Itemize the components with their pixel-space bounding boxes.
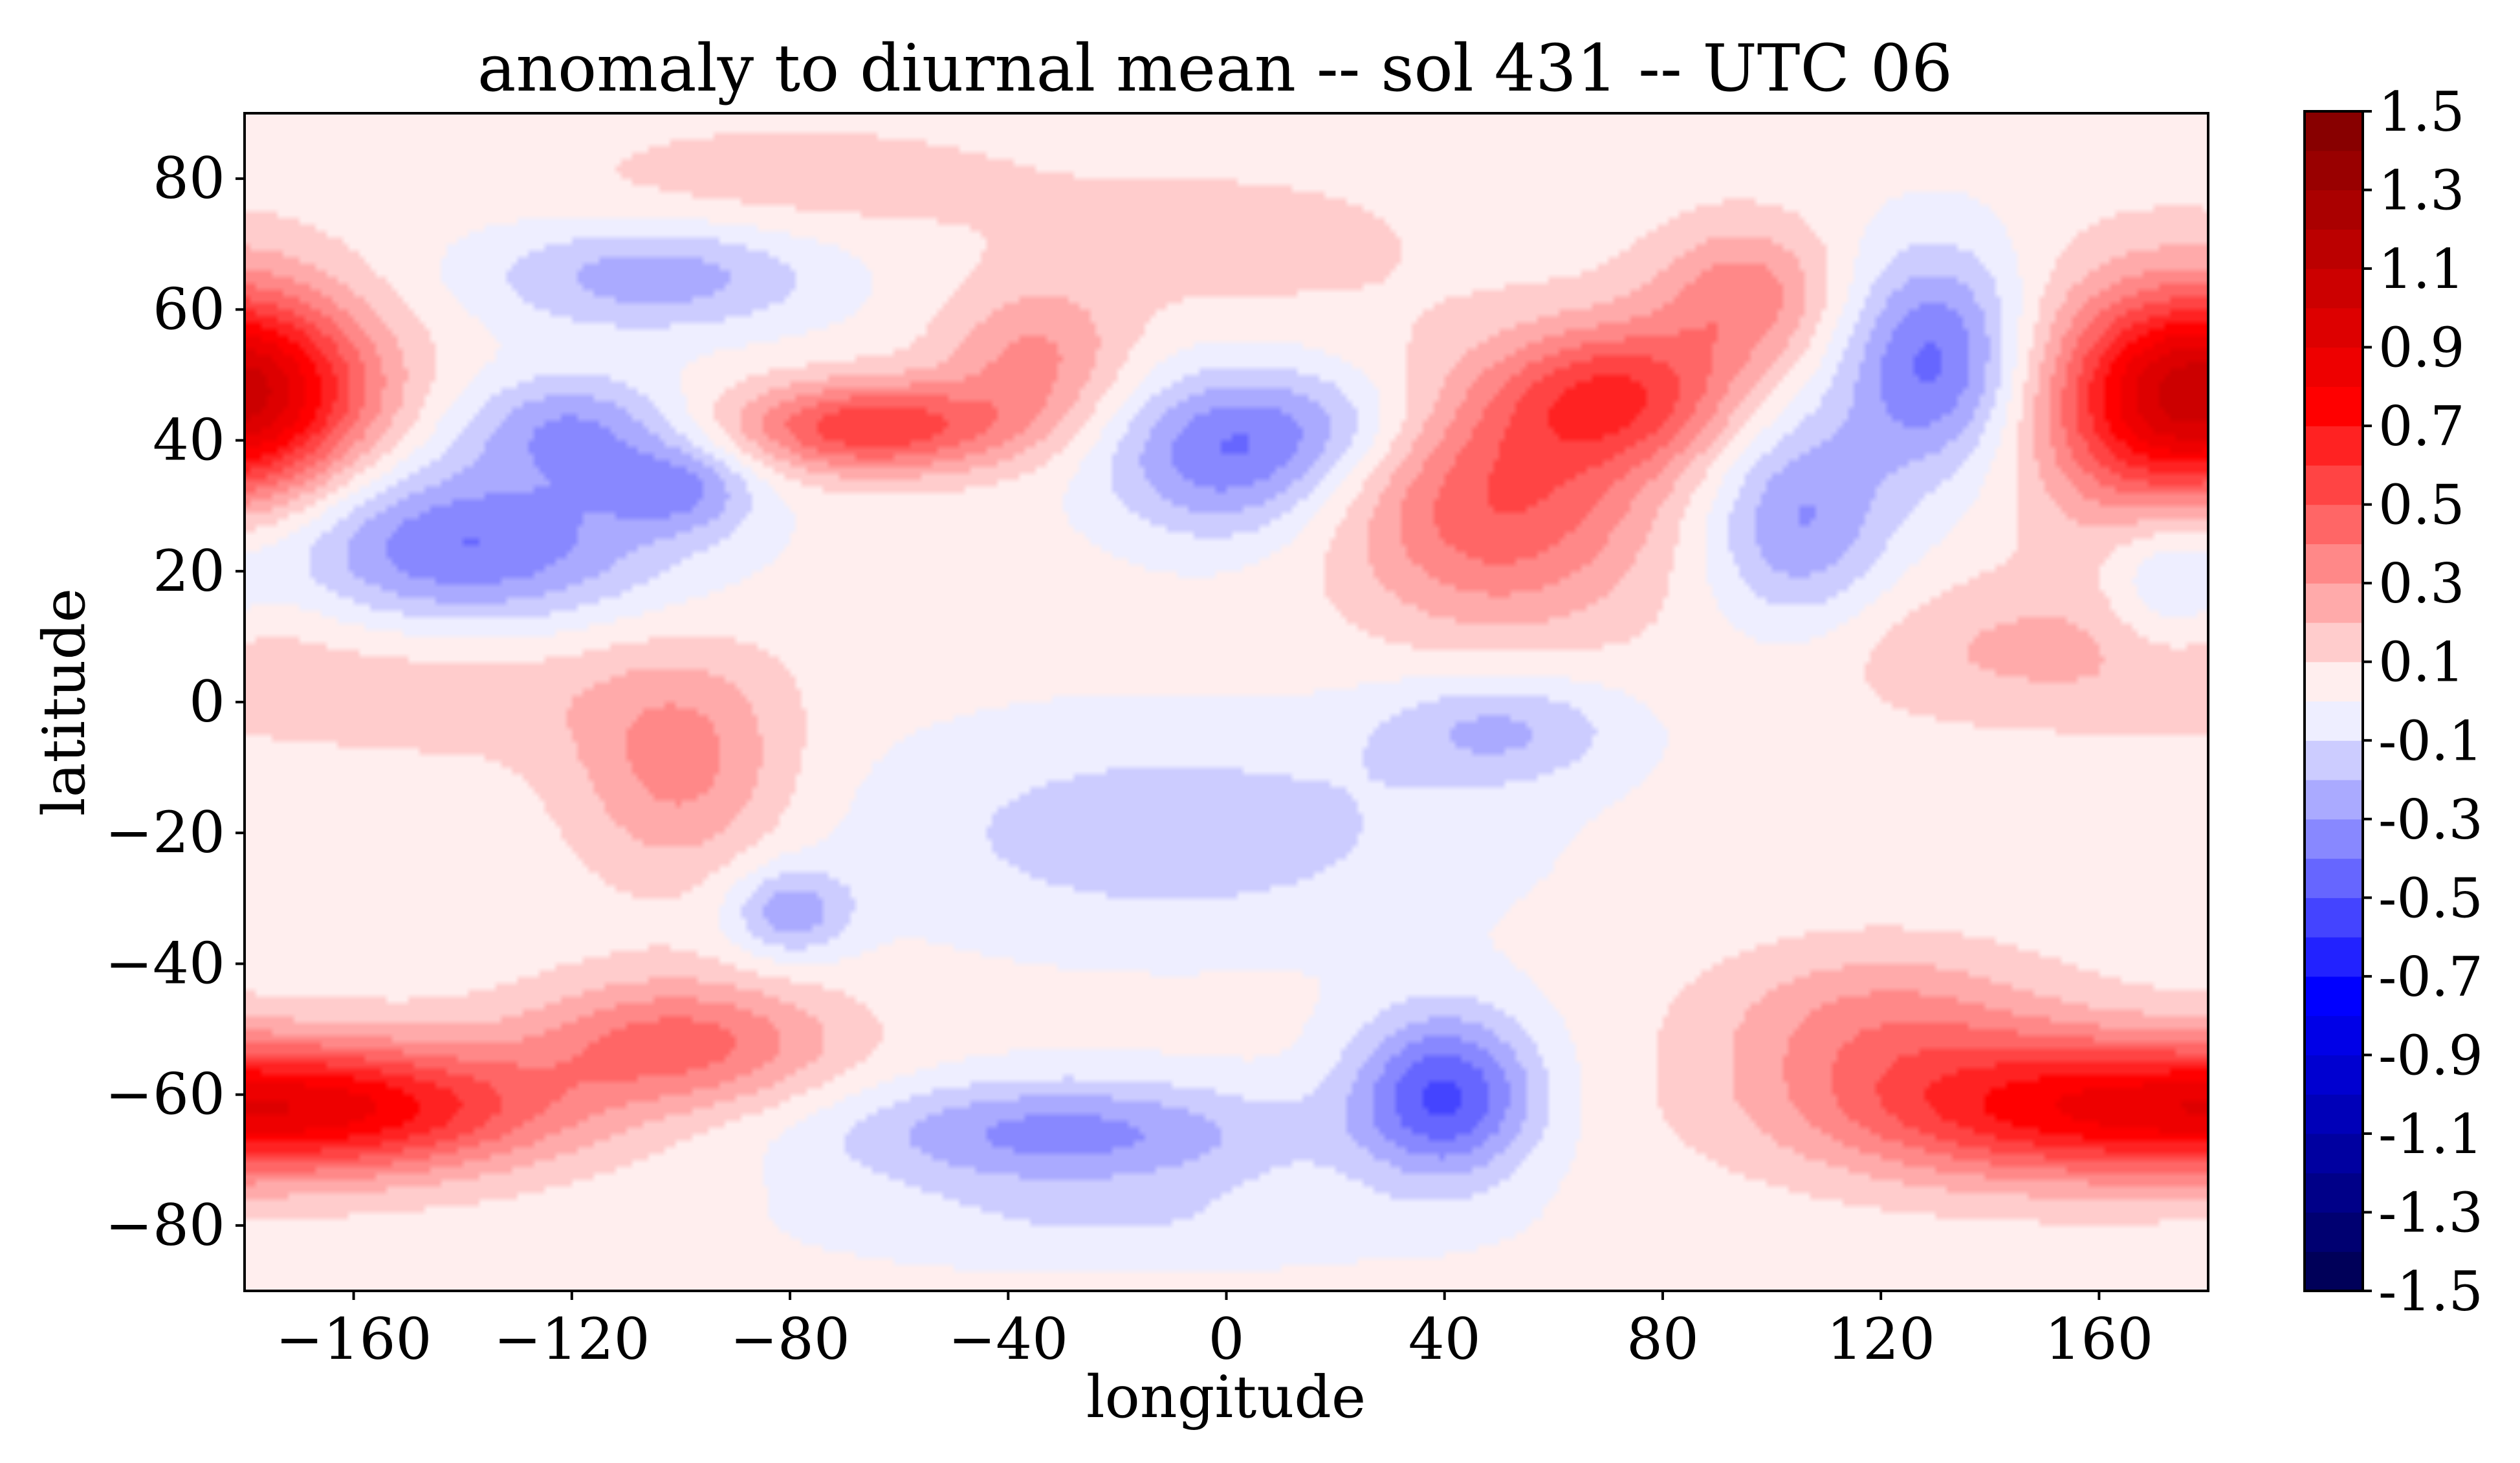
y-tick-label: −60 xyxy=(105,1061,225,1128)
colorbar-segment xyxy=(2305,780,2363,820)
y-tick-label: −20 xyxy=(105,799,225,866)
y-tick-label: 20 xyxy=(153,538,225,604)
y-tick-label: 0 xyxy=(189,668,225,735)
colorbar-tick-label: -0.3 xyxy=(2378,788,2483,852)
colorbar-segment xyxy=(2305,701,2363,741)
colorbar-tick-label: -0.1 xyxy=(2378,709,2483,773)
colorbar-tick-label: -0.9 xyxy=(2378,1024,2483,1087)
chart-title: anomaly to diurnal mean -- sol 431 -- UT… xyxy=(477,30,1953,106)
x-tick-label: 0 xyxy=(1209,1306,1245,1372)
x-tick-label: −40 xyxy=(948,1306,1068,1372)
colorbar-segment xyxy=(2305,426,2363,466)
contour-plot-area xyxy=(243,112,2209,1292)
colorbar-segment xyxy=(2305,1212,2363,1252)
colorbar-tick-label: 1.3 xyxy=(2378,159,2465,223)
colorbar-tick-label: 0.3 xyxy=(2378,552,2465,615)
x-tick-label: −80 xyxy=(730,1306,850,1372)
colorbar-segment xyxy=(2305,740,2363,780)
x-tick-label: −160 xyxy=(276,1306,432,1372)
colorbar-frame xyxy=(2303,110,2364,1292)
colorbar-segment xyxy=(2305,1172,2363,1213)
colorbar-tick-label: -1.5 xyxy=(2378,1260,2483,1323)
colorbar-segment xyxy=(2305,465,2363,505)
colorbar-segment xyxy=(2305,544,2363,584)
x-tick-label: 160 xyxy=(2044,1306,2153,1372)
colorbar-segment xyxy=(2305,150,2363,191)
y-axis-label: latitude xyxy=(30,588,98,816)
colorbar-tick-label: 1.5 xyxy=(2378,80,2465,144)
colorbar-segment xyxy=(2305,1055,2363,1095)
colorbar-segment xyxy=(2305,1133,2363,1174)
y-tick-label: −40 xyxy=(105,930,225,996)
colorbar-tick-label: -1.1 xyxy=(2378,1103,2483,1166)
colorbar-tick-label: 0.7 xyxy=(2378,395,2465,458)
colorbar-segment xyxy=(2305,504,2363,545)
x-tick-label: 120 xyxy=(1826,1306,1935,1372)
y-tick-label: −80 xyxy=(105,1192,225,1259)
x-axis-label: longitude xyxy=(1086,1363,1366,1431)
colorbar-tick-label: -0.7 xyxy=(2378,945,2483,1009)
colorbar-segment xyxy=(2305,229,2363,269)
colorbar-tick-label: 0.5 xyxy=(2378,474,2465,537)
x-tick-label: −120 xyxy=(494,1306,650,1372)
y-axis: 80 60 40 20 0 −20 −40 −60 −80 xyxy=(105,145,245,1259)
colorbar-tick-label: 0.9 xyxy=(2378,316,2465,380)
colorbar-segment xyxy=(2305,976,2363,1017)
x-tick-label: 80 xyxy=(1627,1306,1699,1372)
colorbar-segment xyxy=(2305,111,2363,151)
colorbar-segment xyxy=(2305,269,2363,309)
y-tick-label: 80 xyxy=(153,145,225,212)
colorbar: 1.5 1.3 1.1 0.9 0.7 0.5 0.3 0.1 -0.1 -0.3 -0.5 -0.7… xyxy=(2303,80,2483,1323)
colorbar-segment xyxy=(2305,622,2363,663)
colorbar-segment xyxy=(2305,897,2363,938)
colorbar-segment xyxy=(2305,307,2363,348)
colorbar-segment xyxy=(2305,583,2363,623)
colorbar-segment xyxy=(2305,190,2363,230)
colorbar-segment xyxy=(2305,819,2363,859)
colorbar-segment xyxy=(2305,1094,2363,1134)
colorbar-tick-label: 1.1 xyxy=(2378,237,2465,301)
colorbar-segment xyxy=(2305,858,2363,898)
x-tick-label: 40 xyxy=(1408,1306,1481,1372)
colorbar-segment xyxy=(2305,347,2363,387)
colorbar-segment xyxy=(2305,937,2363,977)
anomaly-field-image xyxy=(245,113,2208,1291)
colorbar-segment xyxy=(2305,1015,2363,1055)
colorbar-segment xyxy=(2305,1251,2363,1292)
x-axis: −160 −120 −80 −40 0 40 80 120 160 xyxy=(276,1291,2153,1372)
colorbar-tick-label: -1.3 xyxy=(2378,1181,2483,1244)
colorbar-segment xyxy=(2305,661,2363,702)
colorbar-tick-label: 0.1 xyxy=(2378,631,2465,694)
y-tick-label: 40 xyxy=(153,407,225,474)
colorbar-segment xyxy=(2305,386,2363,426)
y-tick-label: 60 xyxy=(153,276,225,342)
colorbar-tick-label: -0.5 xyxy=(2378,866,2483,930)
